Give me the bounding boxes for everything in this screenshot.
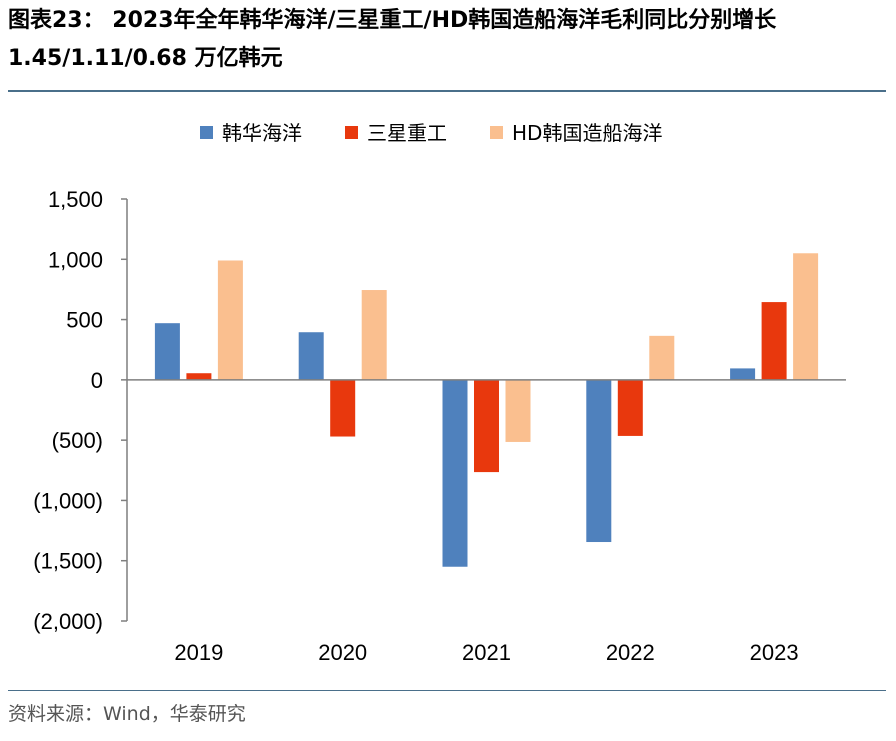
- y-tick-label: 0: [91, 368, 103, 393]
- legend-label-1: 韩华海洋: [222, 121, 302, 145]
- bar-2019-series-3: [217, 260, 243, 380]
- y-tick-label: (1,500): [33, 549, 103, 574]
- bar-2019-series-2: [186, 373, 212, 380]
- chart-legend: 韩华海洋 三星重工 HD韩国造船海洋: [200, 121, 662, 145]
- legend-swatch-1: [200, 126, 213, 139]
- bar-2022-series-1: [586, 379, 612, 543]
- y-tick-label: 1,500: [48, 187, 103, 212]
- x-axis: 2019 2020 2021 2022 2023: [127, 379, 846, 665]
- bar-2020-series-3: [361, 290, 387, 380]
- x-tick-label: 2023: [750, 640, 799, 665]
- bar-chart: 韩华海洋 三星重工 HD韩国造船海洋 1,500 1,000 500 0 (500) (1,0…: [33, 121, 846, 665]
- bar-2020-series-2: [330, 379, 356, 437]
- x-tick-label: 2019: [174, 640, 223, 665]
- x-tick-label: 2020: [318, 640, 367, 665]
- y-tick-label: (500): [52, 428, 103, 453]
- bar-2021-series-1: [442, 379, 468, 567]
- bar-2023-series-1: [730, 368, 756, 380]
- x-tick-label: 2021: [462, 640, 511, 665]
- bar-2020-series-1: [298, 332, 324, 380]
- legend-swatch-2: [345, 126, 358, 139]
- x-tick-label: 2022: [606, 640, 655, 665]
- legend-label-3: HD韩国造船海洋: [512, 121, 662, 145]
- y-tick-label: (2,000): [33, 609, 103, 634]
- y-tick-label: 1,000: [48, 247, 103, 272]
- bar-2021-series-2: [474, 379, 499, 473]
- y-tick-label: 500: [66, 308, 103, 333]
- bar-2023-series-3: [793, 253, 819, 380]
- bar-2022-series-3: [649, 335, 675, 380]
- bars: [154, 253, 819, 567]
- bar-2023-series-2: [761, 302, 787, 380]
- header-rule: [8, 90, 886, 92]
- y-axis: 1,500 1,000 500 0 (500) (1,000) (1,500) (2,000): [33, 187, 128, 634]
- footer-rule: [8, 690, 886, 691]
- legend-label-2: 三星重工: [367, 121, 447, 145]
- legend-swatch-3: [490, 126, 503, 139]
- bar-2022-series-2: [617, 379, 643, 436]
- bar-2019-series-1: [154, 323, 180, 380]
- source-note: 资料来源：Wind，华泰研究: [8, 703, 246, 725]
- y-tick-label: (1,000): [33, 488, 103, 513]
- bar-2021-series-3: [505, 379, 531, 442]
- figure-title: 图表23： 2023年全年韩华海洋/三星重工/HD韩国造船海洋毛利同比分别增长 …: [8, 8, 777, 71]
